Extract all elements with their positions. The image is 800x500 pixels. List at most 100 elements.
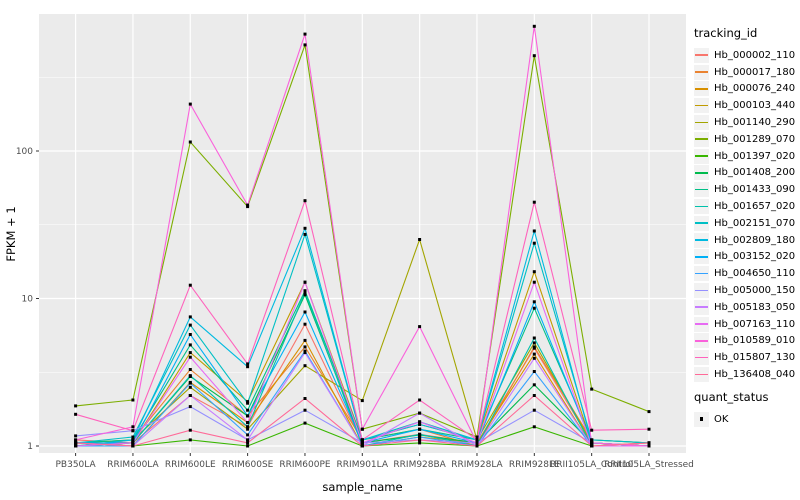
x-axis-tick-label: RRIM928LA <box>451 460 503 470</box>
data-point <box>188 315 192 319</box>
legend-key <box>694 367 709 383</box>
legend-entry: Hb_005000_150 <box>694 282 800 299</box>
data-point <box>246 421 250 425</box>
data-point <box>246 425 250 429</box>
legend-entry: Hb_004650_110 <box>694 265 800 282</box>
data-point <box>360 444 364 448</box>
legend-label: Hb_004650_110 <box>714 268 796 280</box>
series-color-line-icon <box>695 222 708 225</box>
legend-entry: Hb_000017_180 <box>694 64 800 81</box>
legend-entry: Hb_002151_070 <box>694 215 800 232</box>
data-point <box>246 444 250 448</box>
data-point <box>74 412 78 416</box>
legend-entry: Hb_001397_020 <box>694 148 800 165</box>
data-point <box>188 385 192 389</box>
legend-key <box>694 299 709 315</box>
legend-key <box>694 81 709 97</box>
x-axis-tick-label: RRIM600PE <box>279 460 331 470</box>
data-point <box>303 280 307 284</box>
data-point <box>74 404 78 408</box>
legend-entry: OK <box>694 411 800 428</box>
legend-label: Hb_136408_040 <box>714 369 796 381</box>
series-color-line-icon <box>695 88 708 90</box>
data-point <box>188 405 192 409</box>
data-point <box>532 345 536 349</box>
data-point <box>188 368 192 371</box>
x-axis-tick-label: RRIM600SE <box>222 460 274 470</box>
data-point <box>131 425 135 429</box>
data-point <box>74 444 78 448</box>
data-point <box>246 408 250 412</box>
y-axis-tick-label: 10 <box>22 295 34 305</box>
legend-entry: Hb_001408_200 <box>694 165 800 182</box>
data-point <box>360 399 364 403</box>
data-point <box>131 429 135 433</box>
legend-key <box>694 232 709 248</box>
series-color-line-icon <box>695 172 708 174</box>
legend-label: Hb_015807_130 <box>714 352 796 364</box>
legend-label: Hb_002809_180 <box>714 234 796 246</box>
data-point <box>303 421 307 425</box>
data-point <box>131 444 135 448</box>
y-axis-tick-label: 100 <box>16 147 33 157</box>
legend-entry: Hb_001657_020 <box>694 198 800 215</box>
data-point <box>188 374 192 378</box>
legend-key <box>694 350 709 366</box>
legend-entry: Hb_001433_090 <box>694 181 800 198</box>
data-point <box>532 200 536 204</box>
legend-key <box>694 266 709 282</box>
data-point <box>303 345 307 349</box>
legend-label: Hb_005183_050 <box>714 301 796 313</box>
data-point <box>303 226 307 230</box>
data-point <box>131 435 135 439</box>
data-point <box>418 325 422 329</box>
legend-key <box>694 283 709 299</box>
data-point <box>418 427 422 431</box>
x-axis-tick-label: RRII105LA_Control <box>550 460 633 470</box>
data-point <box>590 428 594 432</box>
legend-label: Hb_001408_200 <box>714 167 796 179</box>
data-point <box>418 398 422 402</box>
data-point <box>303 43 307 47</box>
x-axis-tick-label: RRIM928LE <box>509 460 560 470</box>
data-point <box>303 322 307 326</box>
data-point <box>475 441 479 445</box>
legend-key <box>694 98 709 114</box>
data-point <box>532 336 536 340</box>
legend-label: OK <box>714 413 729 425</box>
data-point <box>131 438 135 442</box>
data-point <box>131 441 135 445</box>
data-point <box>418 422 422 426</box>
data-point <box>303 199 307 203</box>
data-point <box>532 425 536 429</box>
legend-label: Hb_007163_110 <box>714 318 796 330</box>
data-point <box>303 232 307 236</box>
data-point <box>532 24 536 28</box>
data-point <box>303 290 307 294</box>
series-color-line-icon <box>695 239 708 241</box>
legend-label: Hb_001140_290 <box>714 117 796 129</box>
data-point <box>418 411 422 415</box>
legend-label: Hb_000017_180 <box>714 66 796 78</box>
legend-key <box>694 47 709 63</box>
data-point <box>360 441 364 445</box>
data-point <box>188 355 192 359</box>
legend-key <box>694 215 709 231</box>
data-point <box>188 333 192 336</box>
legend-label: Hb_000076_240 <box>714 83 796 95</box>
data-point <box>246 365 250 369</box>
legend-quant-status: quant_status OK <box>694 390 800 428</box>
legend-entry: Hb_000076_240 <box>694 81 800 98</box>
data-point <box>188 343 192 347</box>
data-point <box>418 438 422 442</box>
data-point <box>246 400 250 404</box>
legend-label: Hb_001657_020 <box>714 201 796 213</box>
data-point <box>188 283 192 287</box>
data-point <box>303 310 307 314</box>
data-point <box>418 435 422 439</box>
legend-label: Hb_003152_020 <box>714 251 796 263</box>
legend-label: Hb_000103_440 <box>714 100 796 112</box>
data-point <box>475 435 479 439</box>
